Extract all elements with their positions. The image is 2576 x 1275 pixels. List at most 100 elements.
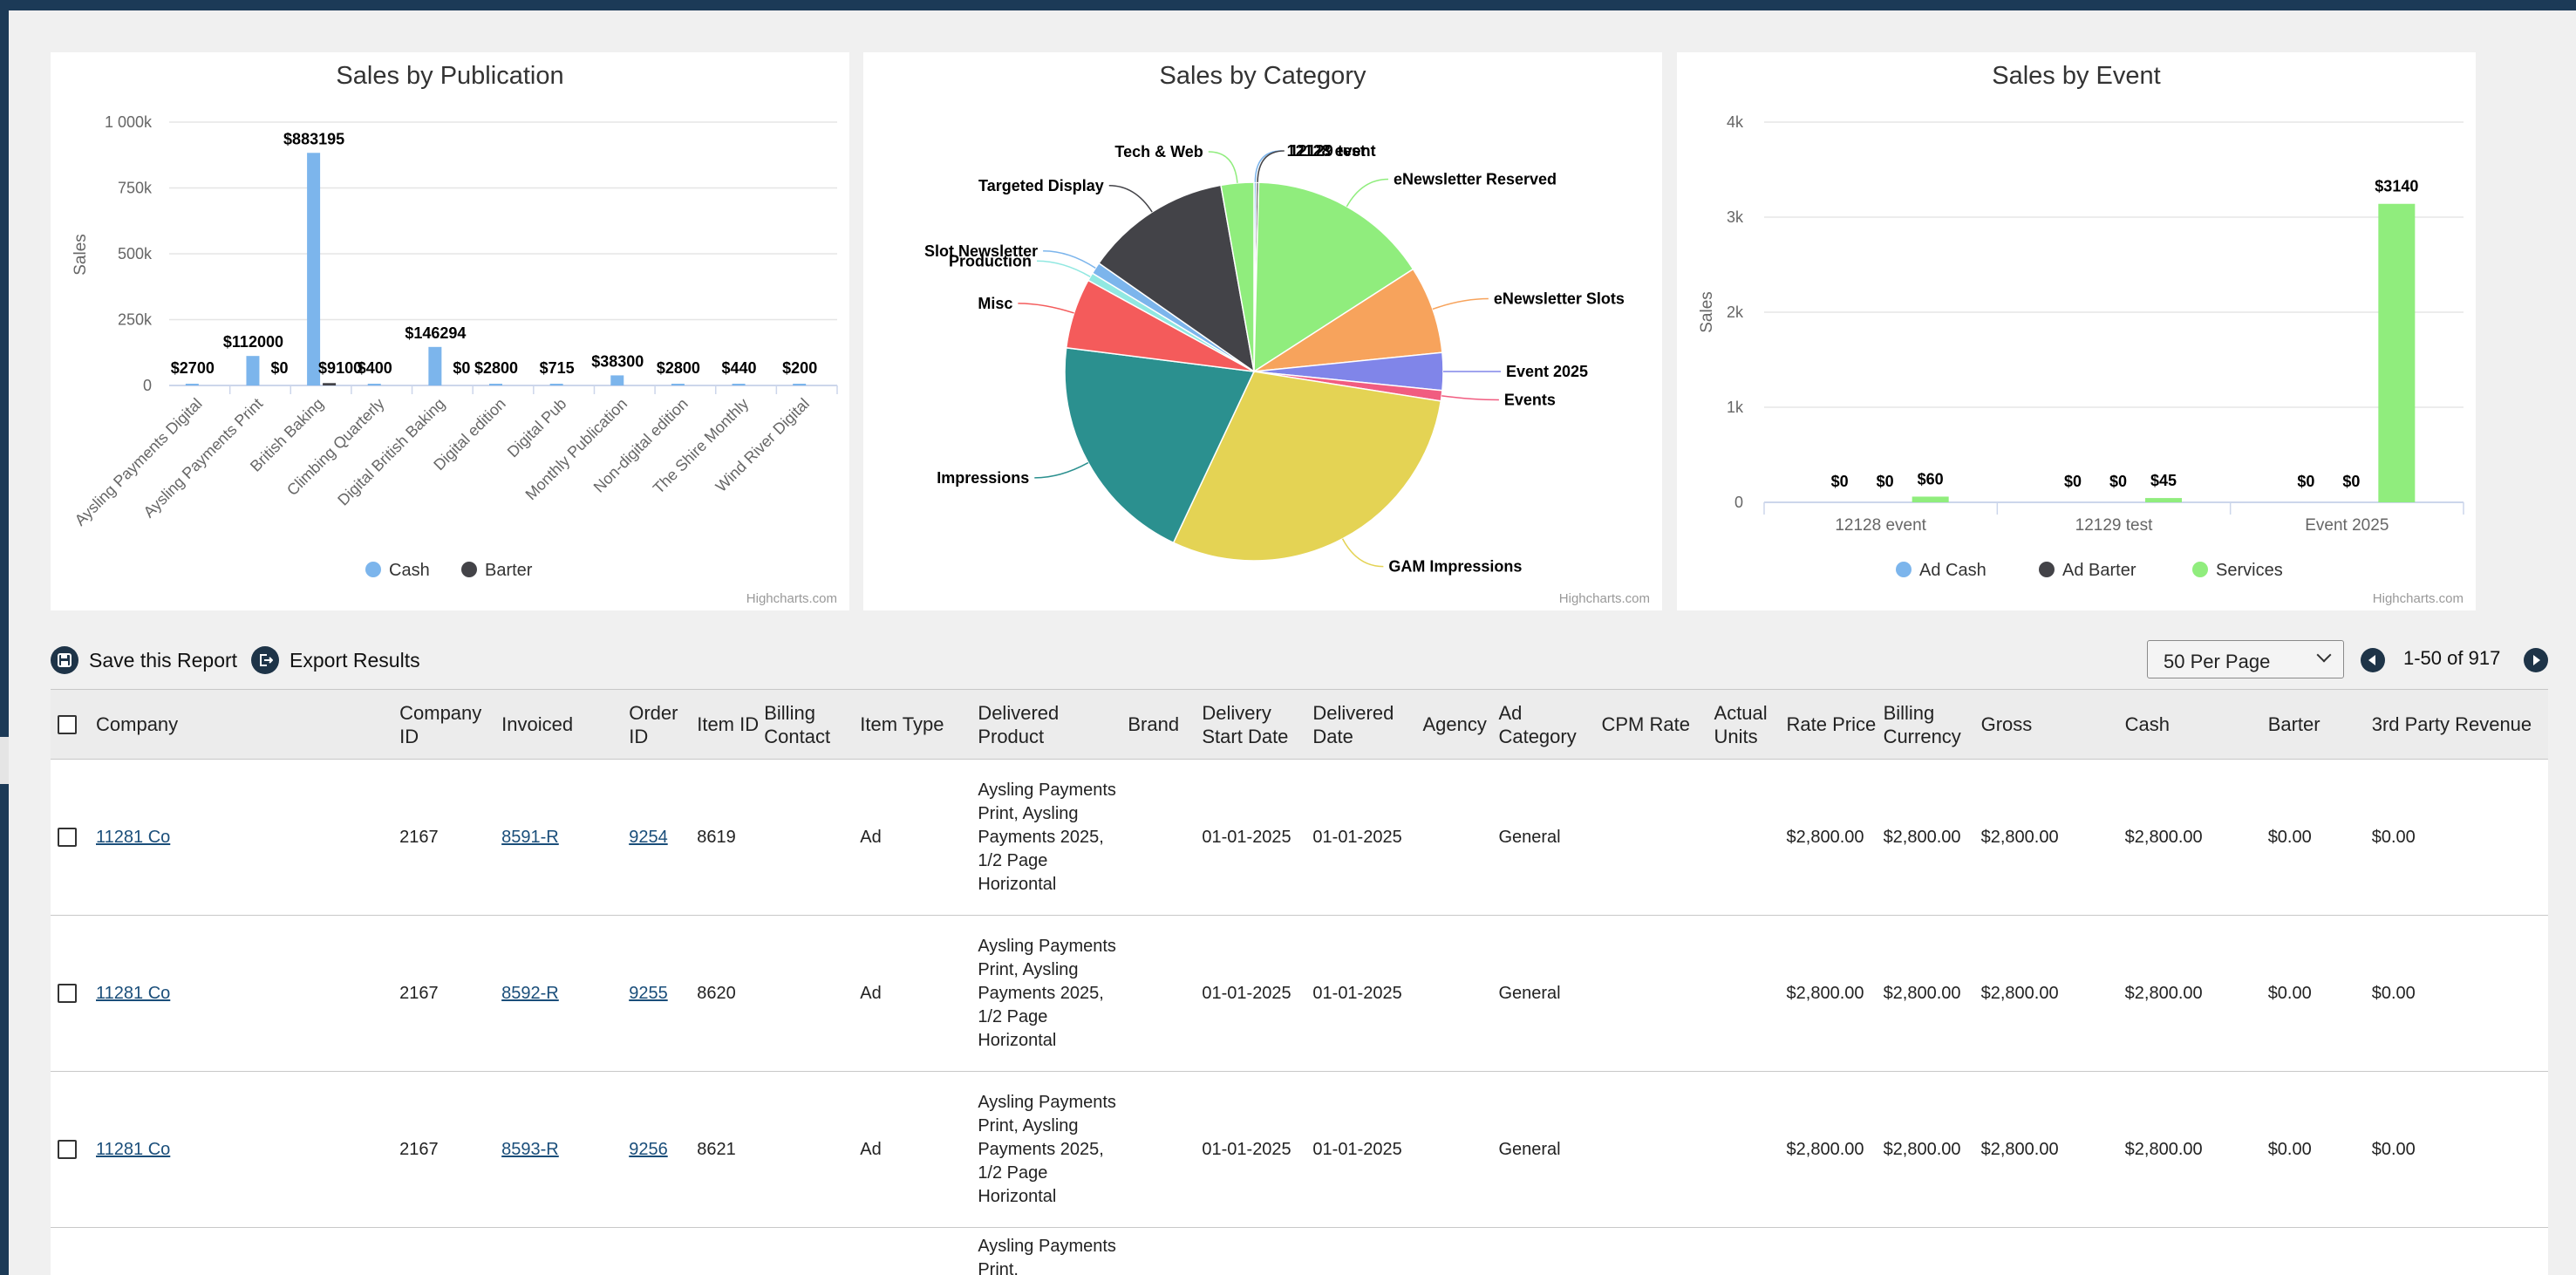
- next-page-icon[interactable]: [2524, 648, 2548, 672]
- table-row[interactable]: 11281 Co 2167 8593-R 9256 8621 Ad Aysling Paym…: [51, 1071, 2548, 1228]
- column-header-invoiced[interactable]: Invoiced: [501, 689, 630, 760]
- bar-cash: [549, 384, 563, 385]
- cell-brand: [1128, 1071, 1203, 1228]
- cell-billing-currency: $2,800.00: [1883, 915, 1981, 1072]
- bar-cash: [367, 384, 381, 385]
- per-page-value: 50 Per Page: [2164, 651, 2271, 672]
- cell-third-party: $0.00: [2371, 1071, 2548, 1228]
- pie-label: Events: [1504, 391, 1556, 408]
- row-select-cell: [51, 915, 97, 1072]
- y-tick-label: 3k: [1727, 208, 1744, 226]
- column-header-cash[interactable]: Cash: [2124, 689, 2268, 760]
- column-header-ad-category[interactable]: Ad Category: [1498, 689, 1602, 760]
- company-link[interactable]: 11281 Co: [96, 827, 171, 847]
- row-checkbox[interactable]: [58, 984, 77, 1003]
- cell-third-party: $0.00: [2371, 759, 2548, 916]
- order-id-link[interactable]: 9255: [629, 983, 668, 1003]
- y-axis-title: Sales: [1698, 291, 1716, 333]
- column-header-company[interactable]: Company: [96, 689, 400, 760]
- bar-cash: [185, 384, 199, 385]
- column-header-actual-units[interactable]: Actual Units: [1714, 689, 1787, 760]
- order-id-link[interactable]: 9254: [629, 827, 668, 847]
- x-tick-label: Monthly Publication: [522, 395, 631, 504]
- column-header-delivery-start[interactable]: Delivery Start Date: [1202, 689, 1313, 760]
- chart-title: Sales by Event: [1992, 62, 2160, 90]
- pie-label: GAM Impressions: [1388, 558, 1522, 576]
- bar-services: [2378, 203, 2416, 503]
- column-header-cpm-rate[interactable]: CPM Rate: [1601, 689, 1714, 760]
- pie-label: 12128 event: [1287, 142, 1376, 160]
- invoiced-link[interactable]: 8591-R: [501, 827, 559, 847]
- column-header-barter[interactable]: Barter: [2267, 689, 2372, 760]
- cell-cash: [2124, 1227, 2268, 1275]
- save-report-button[interactable]: Save this Report: [51, 646, 237, 674]
- y-axis-title: Sales: [72, 234, 90, 276]
- bar-cash: [246, 356, 260, 385]
- order-id-link[interactable]: 9256: [629, 1139, 668, 1159]
- cell-gross: $2,800.00: [1980, 759, 2125, 916]
- column-header-company-id[interactable]: Company ID: [399, 689, 502, 760]
- data-label: $60: [1918, 470, 1944, 488]
- cell-gross: [1980, 1227, 2125, 1275]
- cell-item-id: 8620: [697, 915, 765, 1072]
- cell-delivered-product: Aysling Payments Print, Aysling Payments…: [978, 759, 1128, 916]
- data-label: $715: [540, 359, 575, 377]
- company-link[interactable]: 11281 Co: [96, 1139, 171, 1159]
- column-header-agency[interactable]: Agency: [1422, 689, 1499, 760]
- column-header-third-party[interactable]: 3rd Party Revenue: [2371, 689, 2548, 760]
- cell-delivery-start: 01-01-2025: [1202, 915, 1313, 1072]
- invoiced-link[interactable]: 8592-R: [501, 983, 559, 1003]
- cell-item-type: [860, 1227, 978, 1275]
- column-header-billing-contact[interactable]: Billing Contact: [764, 689, 861, 760]
- chart-title: Sales by Category: [1160, 62, 1366, 90]
- column-header-rate-price[interactable]: Rate Price: [1786, 689, 1884, 760]
- cell-barter: $0.00: [2267, 759, 2372, 916]
- bar-cash: [610, 375, 624, 385]
- bar-services: [1912, 496, 1949, 502]
- cell-ad-category: General: [1498, 759, 1602, 916]
- chart-credit: Highcharts.com: [1559, 591, 1650, 606]
- column-header-item-type[interactable]: Item Type: [860, 689, 978, 760]
- x-tick-label: 12129 test: [2075, 516, 2153, 535]
- y-tick-label: 2k: [1727, 303, 1744, 321]
- left-nav-handle[interactable]: [0, 737, 9, 784]
- cell-ad-category: [1498, 1227, 1602, 1275]
- cell-delivered-date: 01-01-2025: [1312, 759, 1423, 916]
- data-label: $0: [2297, 473, 2314, 490]
- cell-actual-units: [1714, 915, 1787, 1072]
- table-row[interactable]: 11281 Co 2167 8591-R 9254 8619 Ad Aysling Paym…: [51, 759, 2548, 916]
- table-row[interactable]: 11281 Co 2167 8592-R 9255 8620 Ad Aysling Paym…: [51, 915, 2548, 1072]
- column-header-item-id[interactable]: Item ID: [697, 689, 765, 760]
- x-tick-label: Digital Pub: [504, 395, 570, 461]
- cell-cpm-rate: [1601, 915, 1714, 1072]
- pie-connector: [1341, 538, 1384, 568]
- x-tick-label: 12128 event: [1835, 516, 1926, 535]
- per-page-select[interactable]: 50 Per Page: [2147, 640, 2344, 678]
- legend-marker: [1896, 562, 1912, 577]
- cell-order-id: [629, 1227, 698, 1275]
- column-header-gross[interactable]: Gross: [1980, 689, 2125, 760]
- x-tick-label: Digital British Baking: [334, 395, 448, 509]
- chart-sales-by-event: Sales by Event Sales 4k 3k 2k 1k 0 12128 event 1…: [1677, 52, 2476, 610]
- row-checkbox[interactable]: [58, 1140, 77, 1159]
- invoiced-link[interactable]: 8593-R: [501, 1139, 559, 1159]
- column-header-delivered-product[interactable]: Delivered Product: [978, 689, 1128, 760]
- cell-invoiced: 8593-R: [501, 1071, 630, 1228]
- legend-item: Barter: [485, 561, 533, 580]
- column-header-billing-currency[interactable]: Billing Currency: [1883, 689, 1981, 760]
- column-header-order-id[interactable]: Order ID: [629, 689, 698, 760]
- select-all-checkbox[interactable]: [58, 714, 77, 734]
- column-header-delivered-date[interactable]: Delivered Date: [1312, 689, 1423, 760]
- data-label: $0: [2342, 473, 2360, 490]
- cell-agency: [1422, 1227, 1499, 1275]
- pie-label: Tech & Web: [1114, 143, 1203, 160]
- data-label: $0: [1877, 473, 1894, 490]
- row-checkbox[interactable]: [58, 828, 77, 847]
- column-header-brand[interactable]: Brand: [1128, 689, 1203, 760]
- cell-company-id: 2167: [399, 915, 502, 1072]
- pie-connector: [1108, 185, 1153, 213]
- export-results-button[interactable]: Export Results: [251, 646, 420, 674]
- prev-page-icon[interactable]: [2361, 648, 2385, 672]
- table-row[interactable]: Aysling Payments Print,: [51, 1227, 2548, 1275]
- company-link[interactable]: 11281 Co: [96, 983, 171, 1003]
